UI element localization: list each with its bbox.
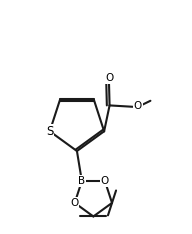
Text: O: O <box>134 101 142 111</box>
Text: B: B <box>78 176 85 186</box>
Text: O: O <box>105 73 113 83</box>
Text: O: O <box>71 198 79 208</box>
Text: S: S <box>46 125 53 138</box>
Text: O: O <box>101 176 109 186</box>
